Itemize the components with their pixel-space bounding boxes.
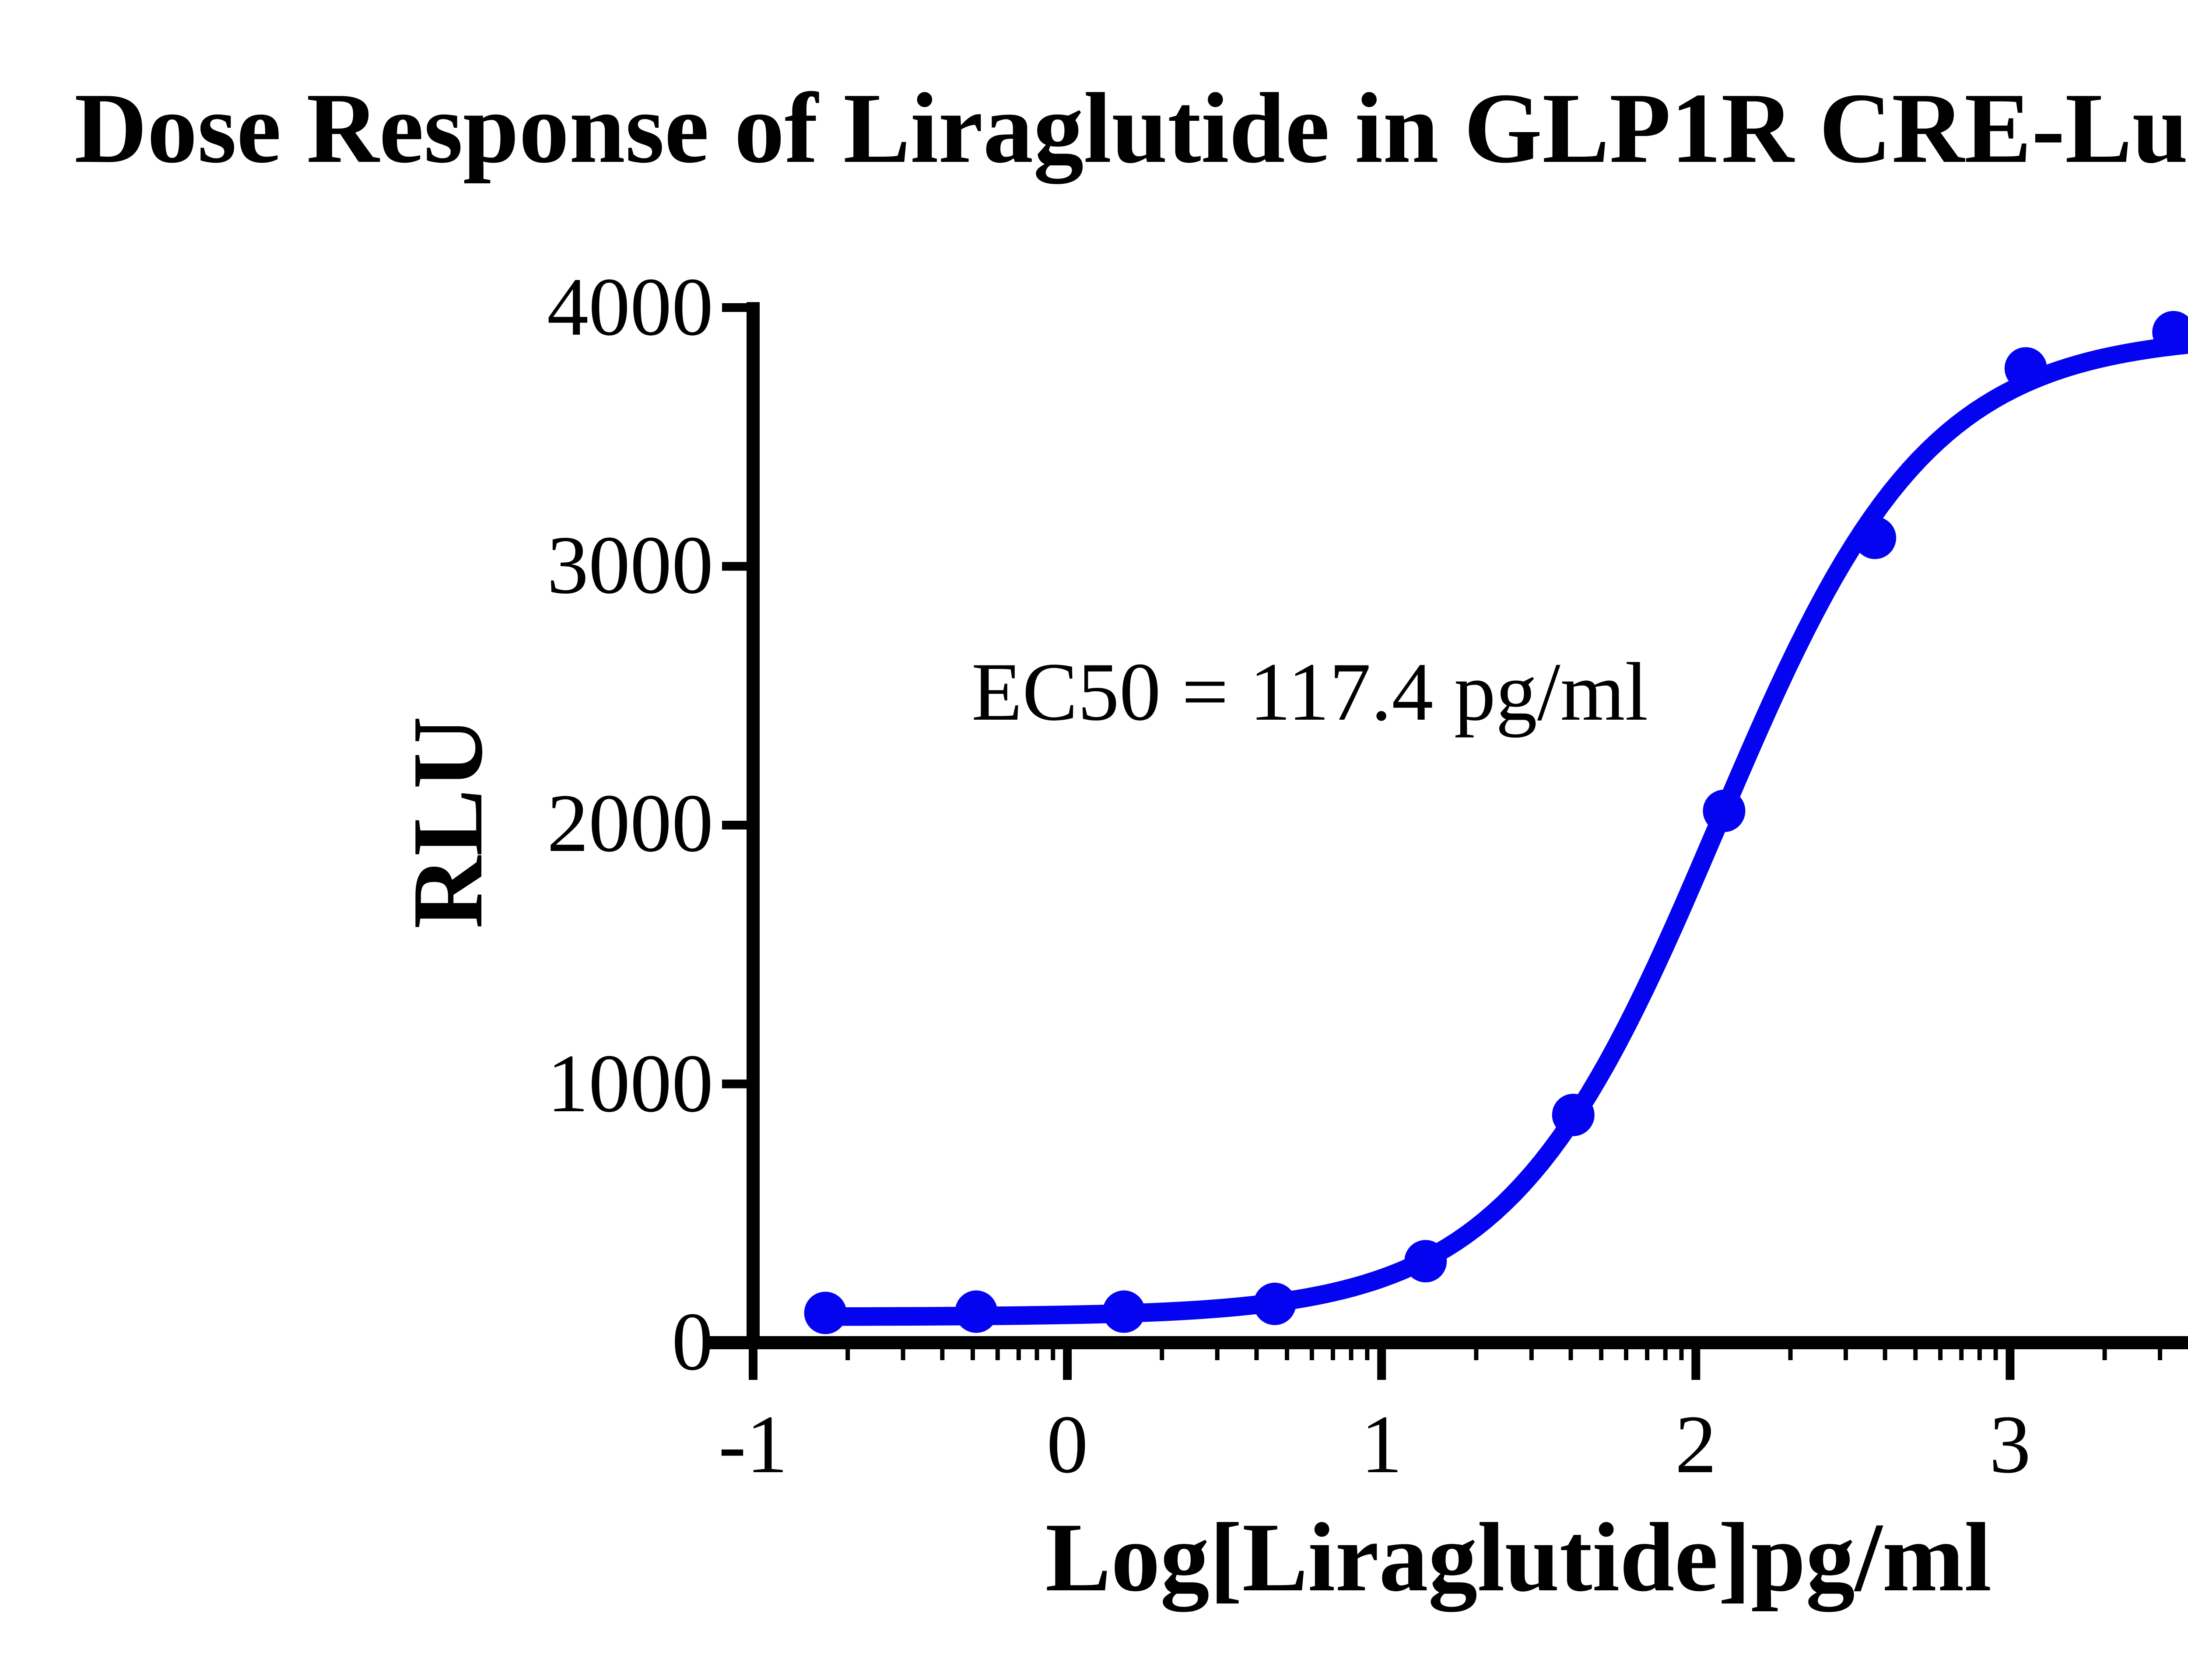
x-tick-label: 1 [1360, 1400, 1403, 1492]
x-tick [2006, 1349, 2015, 1380]
fit-curve [825, 335, 2188, 1326]
x-minor-tick [1285, 1349, 1290, 1360]
y-tick [722, 1079, 750, 1088]
x-tick [1691, 1349, 1701, 1380]
x-minor-tick [1160, 1349, 1164, 1360]
x-minor-tick [1663, 1349, 1668, 1360]
x-minor-tick [1788, 1349, 1793, 1360]
x-minor-tick [1051, 1349, 1055, 1360]
y-tick-label: 4000 [547, 261, 713, 354]
x-minor-tick [1016, 1349, 1021, 1360]
x-tick [1377, 1349, 1386, 1380]
data-point [1253, 1282, 1296, 1325]
x-minor-tick [1309, 1349, 1314, 1360]
x-minor-tick [1679, 1349, 1684, 1360]
data-point [1854, 516, 1897, 559]
x-minor-tick [940, 1349, 945, 1360]
x-minor-tick [1254, 1349, 1259, 1360]
x-minor-tick [1215, 1349, 1220, 1360]
y-tick-label: 0 [672, 1296, 713, 1389]
x-minor-tick [1349, 1349, 1353, 1360]
x-tick-label: 0 [1046, 1400, 1088, 1492]
x-minor-tick [1529, 1349, 1534, 1360]
data-point [1404, 1240, 1447, 1283]
chart-title: Dose Response of Liraglutide in GLP1R CR… [74, 72, 2188, 184]
data-point [1703, 789, 1746, 832]
y-tick [722, 562, 750, 571]
x-tick-label: 2 [1675, 1400, 1717, 1492]
y-tick-label: 3000 [547, 520, 713, 612]
y-tick-label: 1000 [547, 1038, 713, 1130]
x-minor-tick [2102, 1349, 2107, 1360]
x-minor-tick [1599, 1349, 1604, 1360]
x-minor-tick [1843, 1349, 1848, 1360]
x-minor-tick [1568, 1349, 1573, 1360]
x-tick-label: -1 [718, 1400, 788, 1492]
x-minor-tick [1330, 1349, 1335, 1360]
x-minor-tick [1993, 1349, 1998, 1360]
y-tick [722, 1338, 750, 1347]
data-point [1552, 1093, 1595, 1136]
x-minor-tick [2158, 1349, 2163, 1360]
data-point [804, 1292, 847, 1334]
data-point [2004, 347, 2047, 390]
x-minor-tick [1959, 1349, 1964, 1360]
ec50-annotation: EC50 = 117.4 pg/ml [971, 648, 1648, 739]
x-tick-label: 3 [1989, 1400, 2031, 1492]
x-minor-tick [1977, 1349, 1982, 1360]
x-minor-tick [1365, 1349, 1370, 1360]
data-point [2152, 311, 2188, 354]
x-tick [749, 1349, 757, 1380]
x-minor-tick [1883, 1349, 1887, 1360]
x-minor-tick [1913, 1349, 1918, 1360]
y-tick [722, 821, 750, 830]
x-axis-line [708, 1336, 2188, 1349]
y-tick-label: 2000 [547, 779, 713, 871]
x-minor-tick [1623, 1349, 1628, 1360]
x-minor-tick [995, 1349, 1000, 1360]
data-point [955, 1290, 998, 1333]
x-tick-label: 4 [2171, 1404, 2188, 1488]
x-minor-tick [845, 1349, 850, 1360]
x-minor-tick [1938, 1349, 1943, 1360]
x-tick [1063, 1349, 1072, 1380]
x-minor-tick [1034, 1349, 1039, 1360]
x-minor-tick [970, 1349, 975, 1360]
x-axis-title: Log[Liraglutide]pg/ml [1045, 1503, 1992, 1612]
x-minor-tick [1645, 1349, 1650, 1360]
data-point [1102, 1290, 1145, 1333]
x-minor-tick [1474, 1349, 1479, 1360]
x-minor-tick [901, 1349, 905, 1360]
y-tick [722, 303, 750, 312]
